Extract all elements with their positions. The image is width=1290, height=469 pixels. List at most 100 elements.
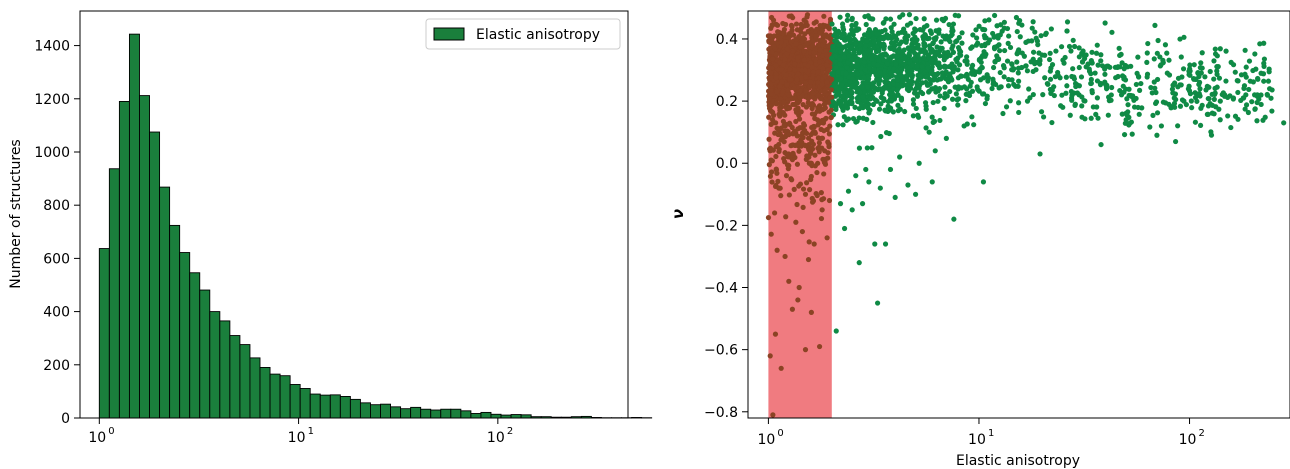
scatter-point (1217, 46, 1223, 52)
scatter-point (839, 82, 845, 88)
scatter-point (1094, 104, 1100, 110)
scatter-point (924, 23, 930, 29)
scatter-point (802, 127, 808, 134)
legend-label: Elastic anisotropy (476, 27, 600, 43)
scatter-point (976, 56, 983, 63)
scatter-point (853, 63, 859, 70)
scatter-point (783, 72, 789, 78)
scatter-point (1032, 59, 1038, 65)
scatter-point (1026, 86, 1032, 92)
scatter-point (1144, 59, 1150, 65)
scatter-point (897, 154, 903, 160)
y-tick-label: 0.2 (716, 94, 738, 110)
scatter-point (945, 37, 952, 43)
scatter-point (953, 91, 959, 97)
scatter-point (777, 83, 783, 89)
scatter-point (822, 148, 828, 154)
scatter-point (1014, 51, 1020, 57)
scatter-point (765, 214, 772, 221)
scatter-point (808, 160, 814, 166)
scatter-point (1202, 74, 1208, 80)
scatter-point (923, 125, 929, 131)
scatter-point (1183, 101, 1189, 108)
scatter-point (1063, 90, 1069, 96)
histogram-bar (490, 413, 502, 419)
scatter-point (815, 42, 822, 48)
scatter-point (1073, 83, 1079, 90)
scatter-point (1178, 54, 1184, 60)
scatter-point (1228, 124, 1234, 131)
scatter-point (982, 53, 988, 59)
scatter-point (963, 98, 969, 104)
scatter-point (1014, 28, 1020, 35)
scatter-point (935, 98, 941, 104)
scatter-point (870, 101, 877, 108)
scatter-point (947, 88, 953, 95)
histogram-bar (229, 335, 241, 419)
histogram-y-ticks: 0 200 400 600 800 1000 1200 1400 (34, 39, 80, 427)
scatter-point (769, 14, 775, 21)
scatter-point (1053, 48, 1059, 54)
scatter-point (851, 49, 857, 55)
scatter-point (1097, 80, 1104, 86)
histogram-bar (199, 289, 211, 419)
scatter-point (856, 260, 862, 266)
scatter-point (819, 197, 825, 203)
scatter-point (1068, 88, 1074, 95)
scatter-point (917, 73, 923, 79)
scatter-point (783, 151, 790, 157)
histogram-bar (430, 409, 442, 419)
scatter-point (989, 85, 995, 92)
scatter-point (1030, 19, 1036, 25)
scatter-point (1122, 77, 1129, 83)
scatter-point (778, 365, 784, 371)
scatter-point (1042, 75, 1048, 81)
scatter-point (889, 54, 895, 60)
scatter-point (1103, 84, 1110, 90)
scatter-point (1265, 78, 1272, 84)
scatter-point (829, 55, 835, 61)
scatter-point (1217, 98, 1223, 104)
scatter-point (959, 40, 965, 46)
x-tick-label: 10 (288, 430, 306, 446)
scatter-point (1144, 71, 1151, 77)
scatter-point (926, 89, 932, 95)
scatter-point (867, 42, 873, 49)
scatter-point (964, 61, 970, 67)
scatter-point (1104, 63, 1110, 69)
scatter-point (779, 79, 785, 85)
scatter-point (776, 141, 782, 148)
scatter-point (853, 173, 859, 179)
scatter-point (824, 62, 830, 68)
scatter-point (768, 169, 775, 175)
scatter-point (845, 12, 851, 18)
scatter-point (856, 145, 863, 151)
scatter-point (1029, 25, 1035, 31)
scatter-point (786, 192, 792, 198)
scatter-point (1042, 31, 1049, 38)
scatter-point (814, 117, 821, 123)
histogram-bar (400, 408, 412, 419)
y-tick-label: 1200 (34, 92, 70, 108)
scatter-point (796, 148, 802, 154)
scatter-point (1098, 141, 1104, 148)
scatter-point (802, 143, 809, 149)
scatter-point (874, 98, 880, 104)
scatter-point (894, 87, 900, 93)
histogram-bar (420, 408, 432, 419)
scatter-point (803, 88, 809, 94)
scatter-point (908, 20, 914, 26)
scatter-point (985, 78, 991, 84)
scatter-point (1216, 75, 1223, 81)
scatter-point (776, 127, 782, 133)
scatter-point (1076, 64, 1082, 71)
scatter-point (814, 169, 820, 176)
scatter-point (1064, 28, 1070, 34)
scatter-point (1044, 80, 1050, 87)
scatter-point (833, 65, 839, 71)
scatter-point (1230, 62, 1237, 68)
scatter-point (793, 41, 799, 47)
scatter-point (790, 48, 796, 54)
scatter-point (929, 48, 935, 55)
scatter-point (897, 106, 903, 112)
